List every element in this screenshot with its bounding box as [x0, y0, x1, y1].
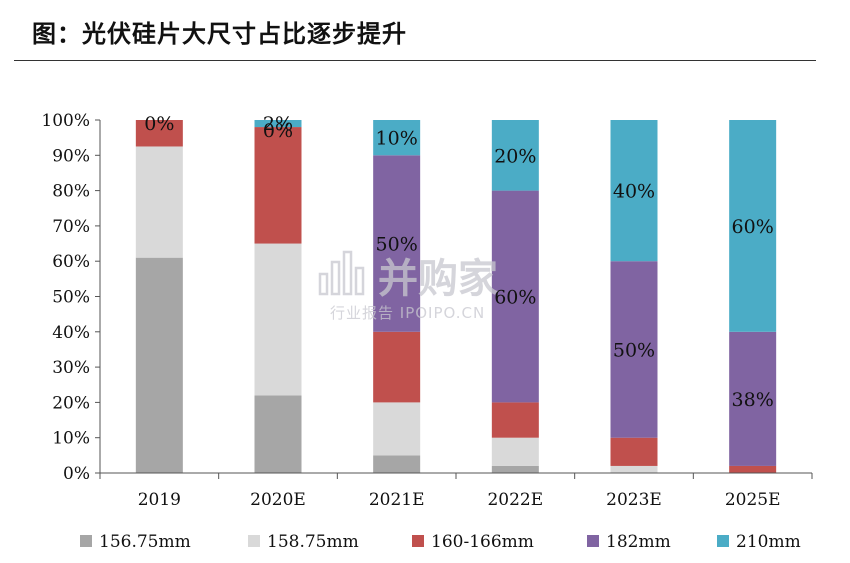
- x-axis: 2019 2020E 2021E 2022E 2023E 2025E: [99, 472, 813, 510]
- data-labels: 0% 0%2%10%50%20%60%40%50%60%38%: [144, 113, 774, 411]
- legend-swatch: [587, 535, 599, 547]
- legend-label: 156.75mm: [99, 532, 191, 552]
- bar-segment: [254, 120, 302, 128]
- bar-segment: [373, 155, 421, 332]
- y-tick-label: 70%: [52, 217, 90, 237]
- page-title: 图：光伏硅片大尺寸占比逐步提升: [32, 20, 407, 48]
- x-tick-label: 2022E: [487, 490, 543, 510]
- bar-segment: [491, 120, 539, 191]
- legend: 156.75mm 158.75mm 160-166mm 182mm 210mm: [80, 532, 801, 552]
- bar-segment: [135, 257, 183, 473]
- bar-segment: [254, 243, 302, 396]
- bar-segment: [254, 127, 302, 244]
- bar-segment: [729, 331, 777, 466]
- legend-swatch: [412, 535, 424, 547]
- data-label: 0%: [144, 113, 174, 135]
- legend-swatch: [80, 535, 92, 547]
- bar-segment: [491, 402, 539, 438]
- y-tick-label: 80%: [52, 182, 90, 202]
- y-tick-label: 50%: [52, 288, 90, 308]
- legend-label: 160-166mm: [431, 532, 534, 552]
- legend-label: 158.75mm: [267, 532, 359, 552]
- x-tick-label: 2020E: [250, 490, 306, 510]
- bar-segment: [491, 437, 539, 466]
- bar-segment: [610, 120, 658, 262]
- bar-segment: [373, 402, 421, 456]
- bar-segment: [610, 261, 658, 438]
- legend-label: 182mm: [606, 532, 671, 552]
- y-tick-label: 90%: [52, 146, 90, 166]
- bar-segment: [135, 120, 183, 147]
- bar-segment: [491, 190, 539, 403]
- y-tick-label: 30%: [52, 358, 90, 378]
- y-axis-ticks: 0% 10% 20% 30% 40% 50% 60% 70% 80% 90% 100%: [41, 111, 101, 484]
- data-label: 60%: [732, 216, 774, 238]
- legend-label: 210mm: [736, 532, 801, 552]
- data-label: 60%: [494, 287, 536, 309]
- bar-segment: [610, 465, 658, 473]
- bar-stacks: [135, 120, 777, 473]
- bar-segment: [729, 465, 777, 473]
- x-tick-label: 2025E: [725, 490, 781, 510]
- y-tick-label: 10%: [52, 429, 90, 449]
- data-label: 40%: [613, 181, 655, 203]
- y-tick-label: 60%: [52, 252, 90, 272]
- title-divider: [14, 60, 816, 61]
- x-tick-label: 2023E: [606, 490, 662, 510]
- y-tick-label: 0%: [63, 464, 90, 484]
- bar-segment: [373, 120, 421, 156]
- bar-segment: [729, 120, 777, 332]
- data-label: 20%: [494, 145, 536, 167]
- data-label: 50%: [613, 339, 655, 361]
- bar-segment: [491, 465, 539, 473]
- bar-chart-logo-icon: [318, 250, 365, 296]
- data-label: 38%: [732, 389, 774, 411]
- legend-swatch: [717, 535, 729, 547]
- bar-segment: [610, 437, 658, 466]
- data-label: 50%: [376, 234, 418, 256]
- bar-segment: [373, 455, 421, 473]
- y-tick-label: 40%: [52, 323, 90, 343]
- y-tick-label: 20%: [52, 393, 90, 413]
- data-label: 0%: [263, 120, 293, 142]
- bar-segment: [135, 146, 183, 258]
- x-tick-label: 2019: [138, 490, 181, 510]
- x-tick-label: 2021E: [369, 490, 425, 510]
- data-label: 10%: [376, 128, 418, 150]
- data-label: 2%: [263, 113, 293, 135]
- bar-segment: [254, 395, 302, 473]
- bar-segment: [373, 331, 421, 403]
- legend-swatch: [248, 535, 260, 547]
- y-tick-label: 100%: [41, 111, 90, 131]
